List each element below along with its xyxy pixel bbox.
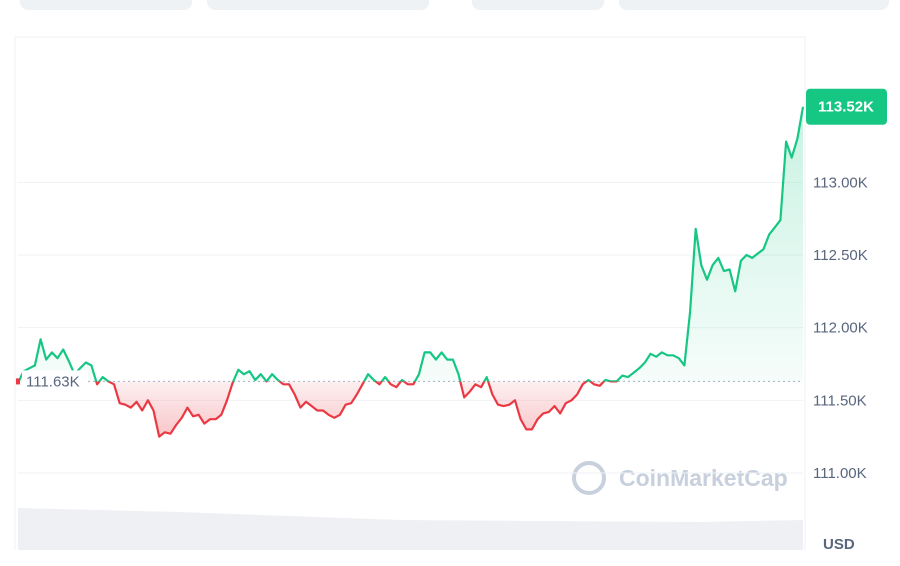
- y-tick-label: 112.50K: [813, 247, 868, 264]
- unit-label: USD: [823, 536, 855, 553]
- watermark: CoinMarketCap: [572, 461, 788, 495]
- tab-group[interactable]: [619, 0, 889, 10]
- tab-group[interactable]: [207, 0, 429, 10]
- y-tick-label: 111.50K: [813, 392, 867, 409]
- watermark-text: CoinMarketCap: [619, 465, 788, 491]
- baseline-marker: [16, 378, 20, 385]
- baseline-label-bg: [22, 370, 88, 393]
- y-tick-label: 111.00K: [813, 465, 867, 482]
- last-price-badge: [806, 88, 887, 125]
- watermark-logo: [572, 461, 606, 495]
- volume-band: [18, 508, 803, 550]
- y-tick-label: 112.00K: [813, 320, 868, 337]
- price-line: [17, 106, 805, 438]
- tab-group[interactable]: [472, 0, 604, 10]
- y-tick-label: 113.00K: [813, 174, 868, 191]
- area-fill: [18, 106, 803, 437]
- baseline-label: 111.63K: [26, 373, 80, 390]
- tab-group[interactable]: [20, 0, 192, 10]
- last-price-label: 113.52K: [818, 99, 874, 116]
